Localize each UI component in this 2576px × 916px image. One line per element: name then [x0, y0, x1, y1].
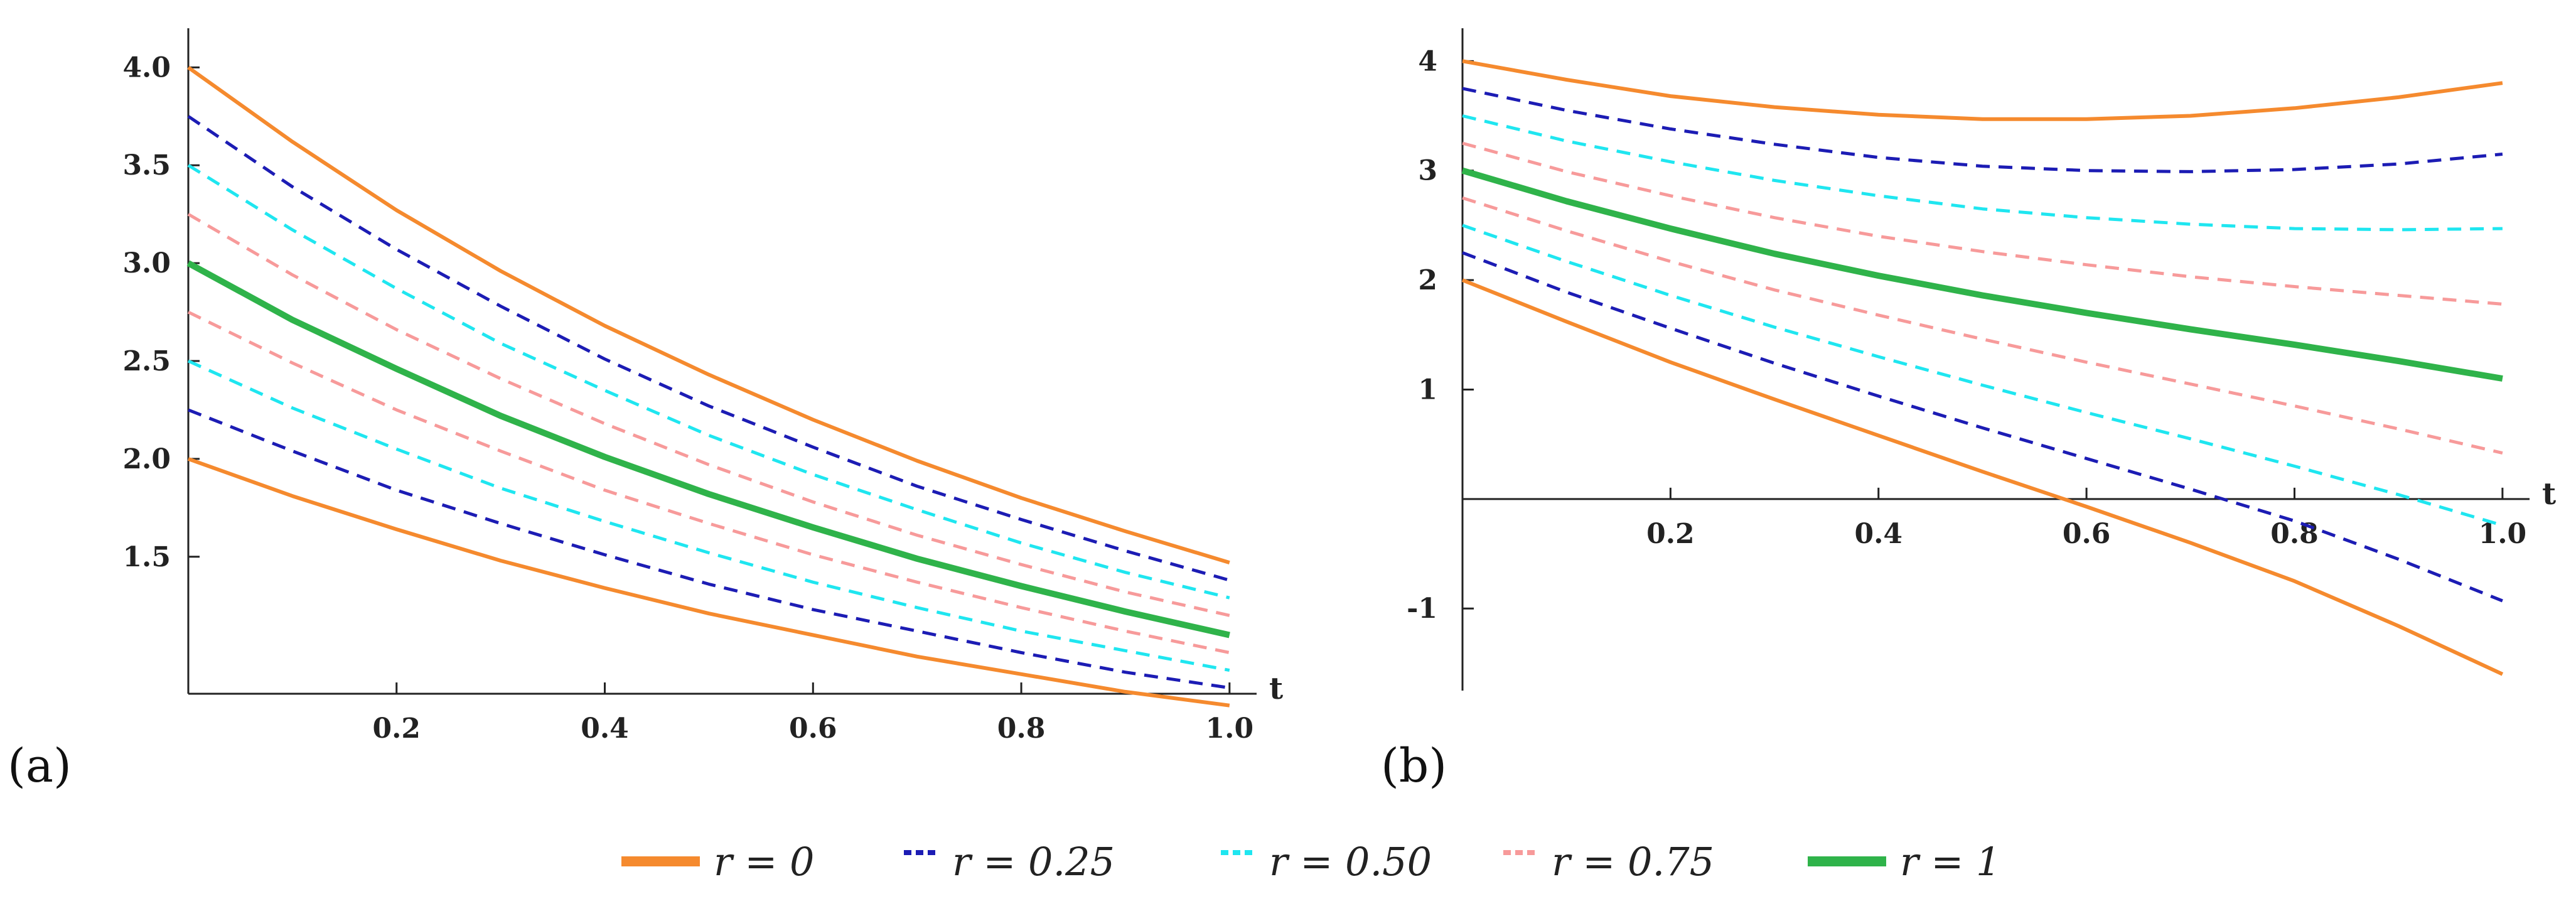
legend: r = 0 r = 0.25 r = 0.50 r = 0.75 r = 1	[621, 839, 2000, 885]
legend-item-r1: r = 1	[1808, 839, 2000, 885]
series-line-r75	[187, 213, 1230, 617]
legend-label: r = 1	[1900, 839, 2000, 885]
legend-label: r = 0.25	[952, 839, 1115, 885]
series-line-r25	[188, 408, 1230, 690]
x-tick-label: 0.6	[789, 713, 837, 745]
series-line-r0	[1462, 59, 2503, 121]
x-tick-label: 0.8	[997, 713, 1046, 745]
legend-item-r75: r = 0.75	[1503, 839, 1714, 885]
y-tick-label: 2	[1418, 264, 1437, 296]
series-line-r0	[187, 65, 1230, 564]
x-axis-label: t	[1269, 671, 1283, 706]
series-line-r25	[1462, 87, 2503, 173]
series-line-r50	[1462, 224, 2503, 527]
series-line-r25	[187, 115, 1230, 582]
series-line-r75	[187, 310, 1230, 654]
series-line-r50	[187, 164, 1230, 600]
y-tick-label: 4	[1418, 45, 1437, 77]
panel-a-chart: 1.5 2.0 2.5 3.0 3.5 4.0 0.2 0.4 0.6 0.8 1.0 t	[122, 28, 1283, 745]
series-line-r0	[187, 457, 1230, 708]
legend-item-r50: r = 0.50	[1221, 839, 1432, 885]
legend-item-r25: r = 0.25	[904, 839, 1115, 885]
series-line-r75	[1462, 141, 2503, 306]
x-tick-label: 0.2	[1646, 518, 1695, 550]
x-tick-label: 0.4	[1854, 518, 1902, 550]
legend-label: r = 0.75	[1552, 839, 1714, 885]
y-tick-label: 1	[1418, 374, 1437, 406]
x-tick-label: 0.4	[581, 713, 629, 745]
series-line-r1	[1461, 167, 2503, 382]
series-line-r75	[1462, 196, 2503, 455]
x-tick-label: 0.6	[2063, 518, 2111, 550]
series-line-r1	[186, 260, 1230, 639]
x-tick-label: 0.2	[372, 713, 421, 745]
y-tick-label: 3.5	[122, 149, 171, 181]
x-tick-label: 1.0	[1206, 713, 1254, 745]
x-tick-label: 0.8	[2270, 518, 2319, 550]
panel-b-label: (b)	[1381, 739, 1447, 793]
y-tick-label: 3	[1418, 155, 1437, 187]
y-tick-label: 4.0	[122, 51, 171, 84]
series-line-r0	[1461, 278, 2504, 676]
y-tick-label: 2.0	[122, 443, 171, 475]
legend-label: r = 0	[714, 839, 814, 885]
legend-item-r0: r = 0	[621, 839, 814, 885]
panel-a-label: (a)	[8, 739, 72, 793]
panel-b-chart: -1 1 2 3 4 0.2 0.4 0.6 0.8 1.0 t	[1407, 28, 2556, 691]
legend-label: r = 0.50	[1269, 839, 1432, 885]
series-line-r50	[1462, 114, 2503, 232]
series-line-r25	[1462, 251, 2503, 603]
x-tick-label: 1.0	[2479, 518, 2527, 550]
y-tick-label: 1.5	[122, 541, 171, 573]
y-tick-label: 2.5	[122, 345, 171, 377]
y-tick-label: 3.0	[122, 247, 171, 279]
x-axis-label: t	[2542, 477, 2556, 512]
series-line-r50	[187, 359, 1230, 672]
y-tick-label: -1	[1407, 593, 1437, 625]
